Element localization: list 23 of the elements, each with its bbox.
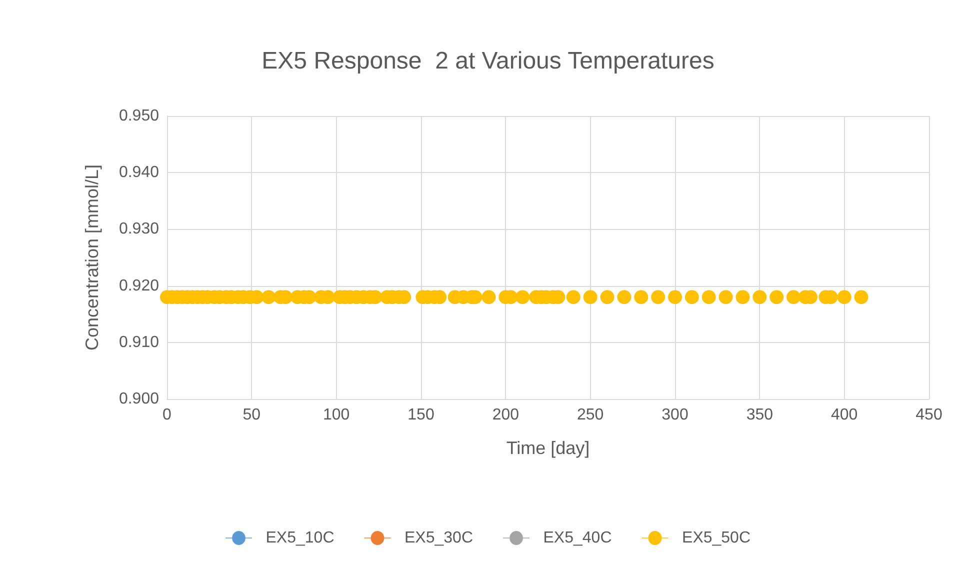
legend-label: EX5_50C <box>682 530 751 546</box>
y-tick-label: 0.950 <box>118 108 160 124</box>
x-axis-title: Time [day] <box>506 438 590 458</box>
y-tick-label: 0.940 <box>118 164 160 182</box>
x-tick-label: 100 <box>322 406 350 424</box>
chart-title: EX5 Response 2 at Various Temperatures <box>262 48 714 74</box>
x-tick-label: 400 <box>830 406 858 424</box>
legend-label: EX5_10C <box>266 530 334 546</box>
x-tick-label: 250 <box>576 406 604 424</box>
x-tick-label: 0 <box>162 406 172 424</box>
legend-label: EX5_40C <box>543 530 612 546</box>
y-axis-title: Concentration [mmol/L] <box>82 164 102 351</box>
y-tick-label: 0.900 <box>118 390 160 408</box>
y-tick-label: 0.910 <box>118 334 160 351</box>
y-tick-label: 0.920 <box>118 277 160 294</box>
x-tick-label: 150 <box>408 406 434 424</box>
x-tick-label: 200 <box>492 406 520 424</box>
x-tick-label: 350 <box>746 406 774 424</box>
y-tick-label: 0.930 <box>118 220 160 238</box>
x-tick-label: 450 <box>916 406 942 424</box>
x-tick-label: 300 <box>662 406 688 424</box>
legend-label: EX5_30C <box>404 530 474 546</box>
x-tick-label: 50 <box>242 406 261 424</box>
